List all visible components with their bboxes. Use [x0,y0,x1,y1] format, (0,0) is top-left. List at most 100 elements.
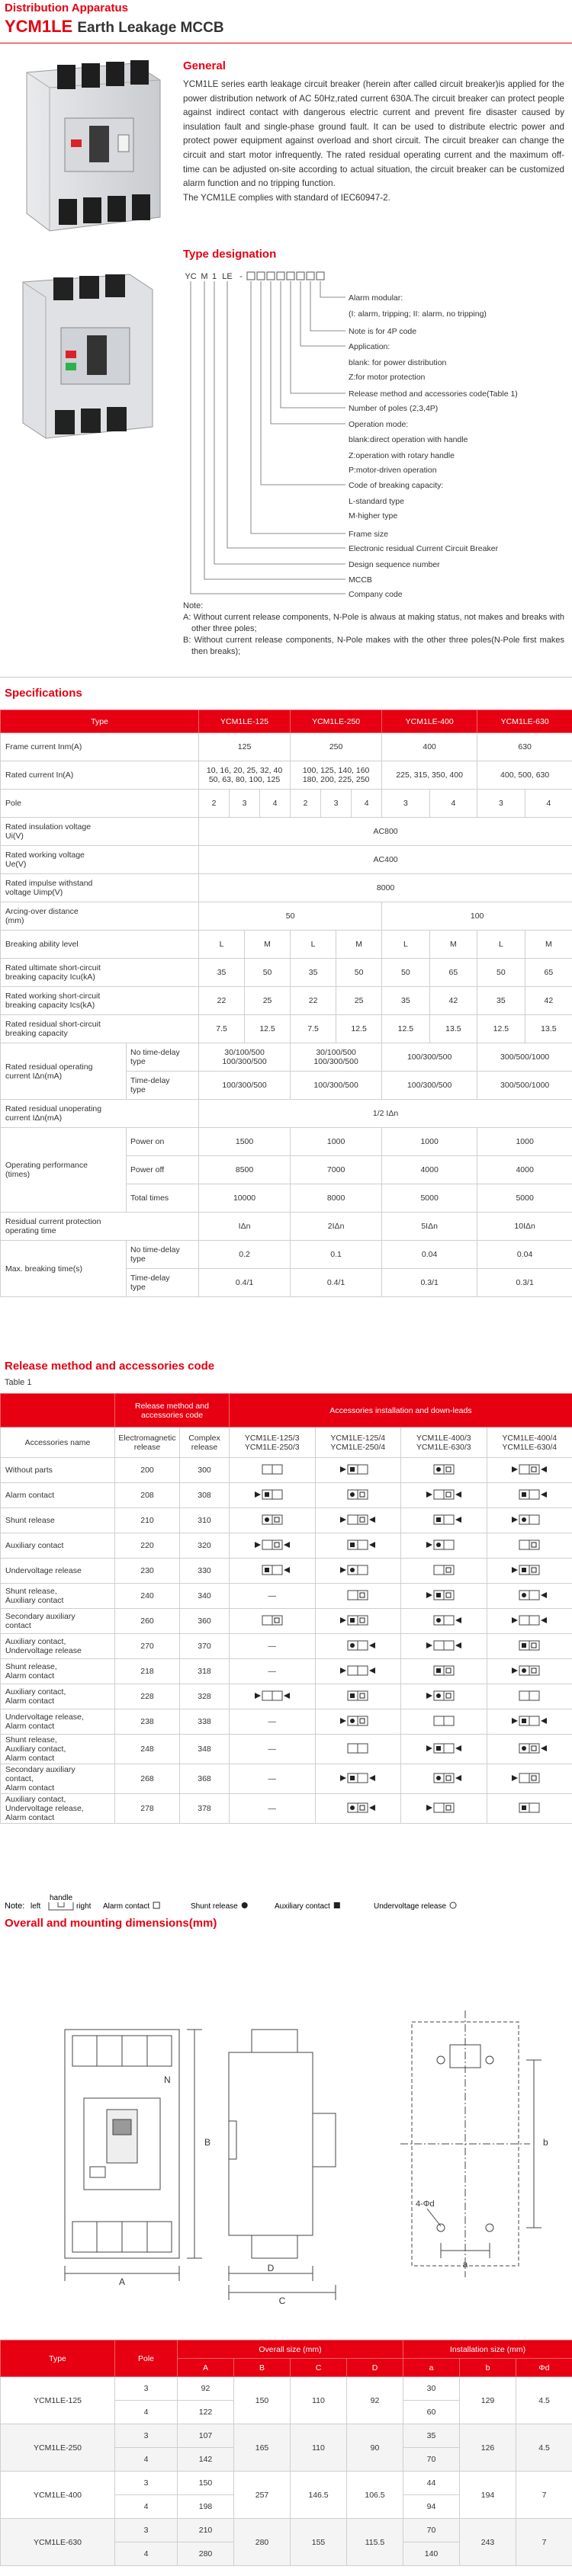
accessory-icon [340,1665,376,1675]
header-cell: YCM1LE-250 [290,710,383,733]
code-cell: 210 [114,1507,180,1533]
icon-arrow [541,1491,548,1498]
accessory-icon [519,1489,548,1499]
code-part: - [239,272,243,281]
icon-mark [264,1491,269,1497]
install-cell [486,1583,572,1609]
text-line: current IΔn(mA) [5,1071,63,1081]
install-cell [486,1793,572,1824]
header-row: Release method and accessories code Acces… [0,1393,572,1427]
code-cell: 260 [114,1608,180,1634]
value-cell: 65 [429,958,478,987]
value-cell: 400 [381,732,478,761]
legend-item: Auxiliary contact [275,1902,330,1911]
install-cell [400,1608,487,1634]
install-cell [314,1684,402,1709]
text-line: breaking capacity Icu(kA) [5,972,95,982]
value-cell: 7.5 [290,1014,337,1043]
code-cell: 368 [178,1764,230,1794]
icon-mark [274,1617,280,1623]
value-cell: 630 [477,732,572,761]
code-cell: 378 [178,1793,230,1824]
value-cell: 8500 [198,1155,291,1184]
legend-symbol [449,1902,457,1909]
dim-cell: 7 [516,2518,572,2566]
icon-mark [531,1642,537,1648]
value-cell: 10000 [198,1184,291,1213]
value-cell: 4 [429,789,478,818]
value-cell: AC800 [198,817,572,846]
text-line: Rated working short-circuit [5,992,101,1001]
rect [130,60,149,85]
accessory-icon [347,1640,376,1650]
release-row: Secondary auxiliary contact, Alarm contact… [0,1764,572,1794]
row-label: Rated impulse withstand voltage Uimp(V) [0,873,200,902]
dim-label: B [204,2137,210,2148]
dim-label: A [119,2276,125,2287]
code-cell: 348 [178,1734,230,1764]
install-cell [314,1608,402,1634]
install-cell [400,1764,487,1794]
accessory-icon [433,1565,455,1575]
code-box [316,271,325,280]
icon-arrow [512,1717,519,1724]
text-line: Shunt release, [5,1587,57,1596]
icon-arrow [455,1642,461,1648]
icon-arrow [369,1774,376,1781]
dim-cell: 92 [345,2376,404,2424]
icon-arrow [283,1692,290,1699]
designation-label: Application: [349,342,390,351]
rect [81,409,101,433]
dim-cell: YCM1LE-630 [0,2518,115,2566]
text-line: Rated impulse withstand [5,879,93,888]
text-line: Alarm contact [5,1813,55,1822]
text-line: Arcing-over distance [5,907,79,916]
accessory-icon [340,1716,368,1725]
text-line: voltage Uimp(V) [5,888,63,897]
icon-mark [359,1491,365,1497]
value-cell: 13.5 [429,1014,478,1043]
note-item: B: Without current release components, N… [183,636,564,656]
dim-cell: 4.5 [516,2376,572,2424]
text-line: YCM1LE-400/3 [416,1433,471,1443]
dim-label: 4-Φd [416,2200,435,2209]
value-cell: 3 [320,789,352,818]
text-line: YCM1LE-630/4 [502,1442,558,1452]
code-cell: 310 [178,1507,230,1533]
general: General YCM1LE series earth leakage circ… [0,46,572,244]
icon-mark [350,1491,355,1497]
code-cell: 370 [178,1633,230,1659]
row-label: Rated residual operating current IΔn(mA) [0,1043,127,1100]
code-part: 1 [212,272,217,281]
designation-label: Alarm modular: [349,293,403,303]
dim-cell: 3 [114,2518,178,2542]
icon-arrow [340,1516,347,1523]
icon-mark [274,1542,280,1547]
text-line: 30/100/500 [316,1048,356,1057]
icon-arrow [283,1566,290,1573]
dim-row: 4 198 94 [1,2494,572,2519]
sub-header-cell: Complex release [178,1427,230,1458]
icon-mark [435,1693,441,1698]
icon-mark [445,1567,451,1572]
dim-cell: 198 [177,2494,234,2519]
text-line: Auxiliary contact [5,1596,64,1605]
drawing-bg [0,1938,572,2334]
accessory-name: Auxiliary contact, Undervoltage release, A… [0,1793,115,1824]
rect [251,2235,298,2259]
accessory-icon [340,1773,376,1783]
header-cell: Accessories installation and down-leads [229,1393,572,1427]
dim-cell: 3 [114,2471,178,2495]
row-label: Rated working short-circuit breaking capa… [0,986,200,1015]
spec-row: Breaking ability level L M L M L M L M [0,930,572,959]
sub-header-cell: Electromagnetic release [114,1427,180,1458]
code-cell: 240 [114,1583,180,1609]
legend-item: Undervoltage release [374,1902,446,1911]
row-label: Rated current In(A) [0,761,200,790]
value-cell: 4000 [381,1155,478,1184]
rect [53,277,73,300]
text-line: type [130,1085,146,1094]
value-cell: 1000 [381,1127,478,1156]
dim-cell: 194 [459,2471,517,2519]
accessory-icon [519,1802,540,1812]
